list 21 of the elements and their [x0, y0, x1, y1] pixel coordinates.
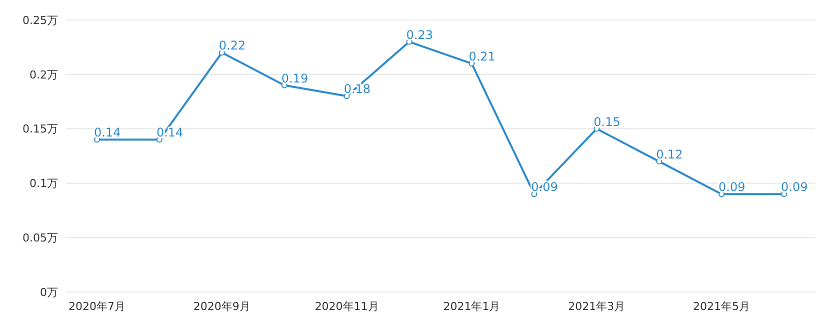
y-tick-label: 0.15万 [22, 122, 58, 136]
y-tick-label: 0.05万 [22, 231, 58, 244]
x-tick-label: 2020年7月 [68, 300, 126, 313]
y-tick-label: 0.25万 [22, 14, 58, 27]
data-label: 0.23 [406, 28, 433, 42]
x-tick-label: 2020年11月 [314, 300, 379, 313]
data-label: 0.22 [218, 38, 246, 53]
x-tick-label: 2021年5月 [693, 300, 750, 313]
x-tick-label: 2021年1月 [443, 300, 500, 313]
data-label: 0.09 [718, 180, 746, 194]
data-label: 0.12 [656, 147, 683, 162]
x-tick-label: 2021年3月 [568, 300, 626, 313]
data-label: 0.14 [94, 126, 121, 140]
y-tick-label: 0.2万 [30, 68, 58, 82]
x-tick-label: 2020年9月 [193, 300, 250, 313]
y-tick-label: 0.1万 [30, 177, 58, 190]
data-label: 0.09 [781, 180, 808, 194]
data-label: 0.19 [281, 71, 308, 86]
data-label: 0.21 [468, 50, 496, 64]
data-label: 0.15 [594, 114, 620, 129]
y-tick-label: 0万 [40, 286, 58, 299]
